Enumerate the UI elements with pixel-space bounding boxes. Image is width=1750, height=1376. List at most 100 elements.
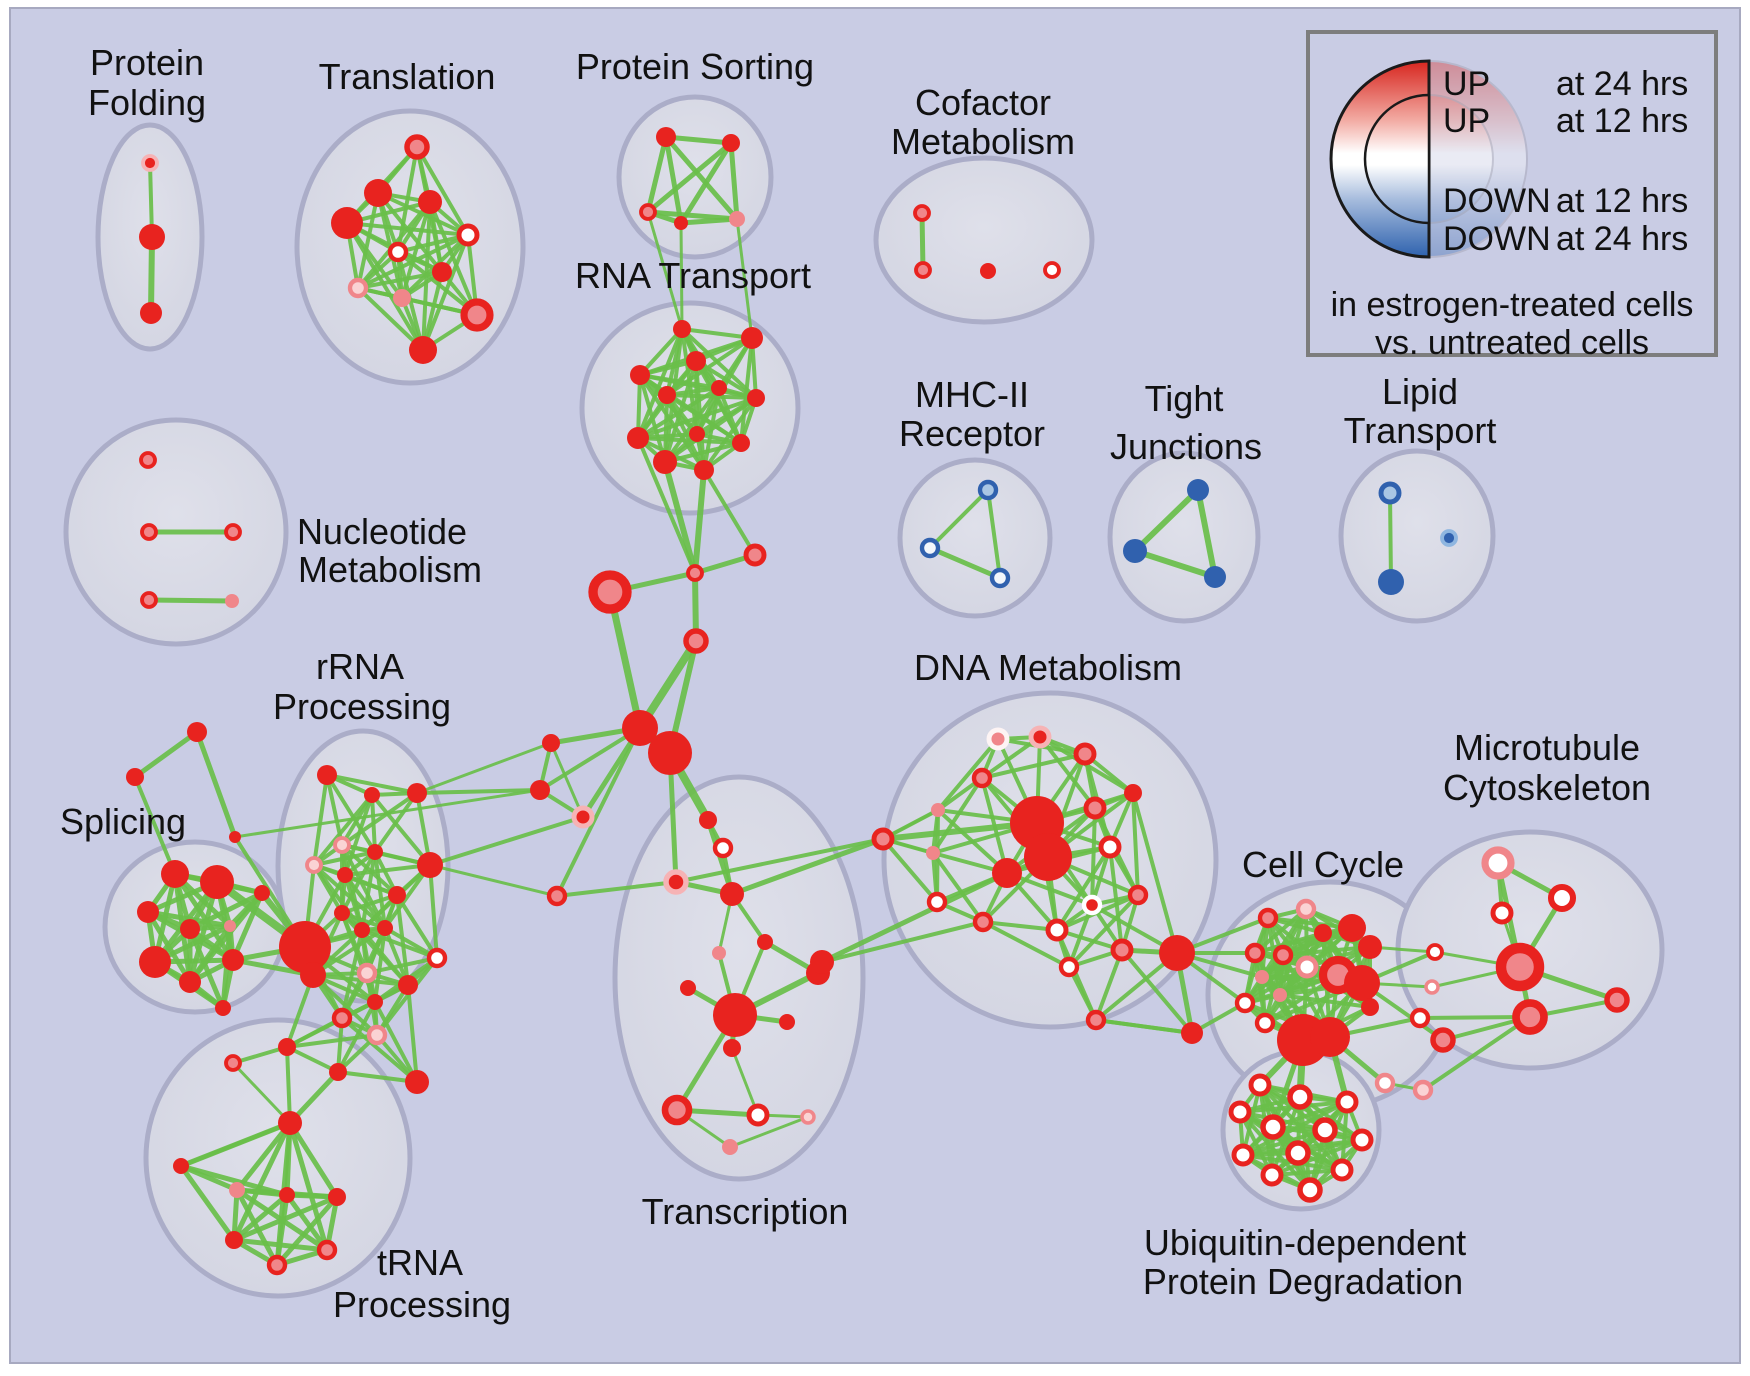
- network-node[interactable]: [1181, 1022, 1203, 1044]
- network-node[interactable]: [398, 975, 418, 995]
- network-node[interactable]: [367, 994, 383, 1010]
- network-node[interactable]: [1244, 942, 1266, 964]
- network-node[interactable]: [639, 203, 657, 221]
- network-node[interactable]: [305, 856, 323, 874]
- network-node[interactable]: [622, 710, 658, 746]
- network-node[interactable]: [187, 722, 207, 742]
- network-node[interactable]: [1260, 1163, 1284, 1187]
- network-node[interactable]: [1295, 898, 1317, 920]
- network-node[interactable]: [173, 1158, 189, 1174]
- network-node[interactable]: [989, 567, 1011, 589]
- network-node[interactable]: [126, 768, 144, 786]
- network-node[interactable]: [337, 867, 353, 883]
- network-node[interactable]: [1124, 784, 1142, 802]
- network-node[interactable]: [1083, 796, 1107, 820]
- network-node[interactable]: [377, 920, 393, 936]
- network-node[interactable]: [224, 920, 236, 932]
- network-node[interactable]: [418, 190, 442, 214]
- network-node[interactable]: [300, 962, 326, 988]
- network-node[interactable]: [137, 901, 159, 923]
- network-node[interactable]: [139, 451, 157, 469]
- network-node[interactable]: [1058, 956, 1080, 978]
- network-node[interactable]: [1358, 935, 1382, 959]
- network-node[interactable]: [409, 336, 437, 364]
- network-node[interactable]: [1547, 883, 1577, 913]
- network-node[interactable]: [356, 962, 378, 984]
- network-node[interactable]: [686, 564, 704, 582]
- network-node[interactable]: [279, 921, 331, 973]
- network-node[interactable]: [746, 1103, 770, 1127]
- network-node[interactable]: [741, 327, 763, 349]
- network-node[interactable]: [986, 727, 1010, 751]
- network-node[interactable]: [222, 949, 244, 971]
- network-node[interactable]: [417, 852, 443, 878]
- network-node[interactable]: [139, 224, 165, 250]
- network-node[interactable]: [1110, 938, 1134, 962]
- network-node[interactable]: [689, 426, 705, 442]
- network-node[interactable]: [1187, 479, 1209, 501]
- network-node[interactable]: [663, 869, 689, 895]
- network-node[interactable]: [224, 523, 242, 541]
- network-node[interactable]: [627, 427, 649, 449]
- network-node[interactable]: [1440, 529, 1458, 547]
- network-node[interactable]: [1490, 901, 1514, 925]
- network-node[interactable]: [387, 241, 409, 263]
- network-node[interactable]: [1028, 725, 1052, 749]
- network-node[interactable]: [546, 885, 568, 907]
- network-node[interactable]: [722, 134, 740, 152]
- network-node[interactable]: [1409, 1007, 1431, 1029]
- network-node[interactable]: [278, 1038, 296, 1056]
- network-node[interactable]: [140, 523, 158, 541]
- network-node[interactable]: [1234, 992, 1256, 1014]
- network-node[interactable]: [931, 803, 945, 817]
- network-node[interactable]: [161, 860, 189, 888]
- network-node[interactable]: [179, 971, 201, 993]
- network-node[interactable]: [661, 1094, 693, 1126]
- network-node[interactable]: [1123, 539, 1147, 563]
- network-node[interactable]: [1338, 914, 1366, 942]
- network-node[interactable]: [1073, 742, 1097, 766]
- network-node[interactable]: [1043, 261, 1061, 279]
- network-node[interactable]: [871, 827, 895, 851]
- network-node[interactable]: [530, 780, 550, 800]
- network-node[interactable]: [405, 1070, 429, 1094]
- network-node[interactable]: [1287, 1084, 1313, 1110]
- network-node[interactable]: [1350, 1128, 1374, 1152]
- network-node[interactable]: [542, 734, 560, 752]
- network-node[interactable]: [694, 460, 714, 480]
- network-node[interactable]: [571, 805, 595, 829]
- network-node[interactable]: [711, 380, 727, 396]
- network-node[interactable]: [1378, 569, 1404, 595]
- network-node[interactable]: [1045, 918, 1069, 942]
- network-node[interactable]: [456, 223, 480, 247]
- network-node[interactable]: [926, 846, 940, 860]
- network-node[interactable]: [1335, 1090, 1359, 1114]
- network-node[interactable]: [426, 947, 448, 969]
- network-node[interactable]: [1260, 1114, 1286, 1140]
- network-node[interactable]: [366, 1024, 388, 1046]
- network-node[interactable]: [914, 261, 932, 279]
- network-node[interactable]: [329, 1063, 347, 1081]
- network-node[interactable]: [1295, 955, 1319, 979]
- network-node[interactable]: [1254, 1012, 1276, 1034]
- network-node[interactable]: [407, 783, 427, 803]
- network-node[interactable]: [810, 950, 834, 974]
- network-node[interactable]: [1330, 1158, 1354, 1182]
- network-node[interactable]: [1495, 942, 1545, 992]
- network-node[interactable]: [1159, 935, 1195, 971]
- network-node[interactable]: [1085, 1009, 1107, 1031]
- network-node[interactable]: [712, 946, 726, 960]
- network-node[interactable]: [1314, 924, 1332, 942]
- network-node[interactable]: [680, 980, 696, 996]
- network-node[interactable]: [1361, 998, 1379, 1016]
- network-node[interactable]: [1285, 1140, 1311, 1166]
- network-node[interactable]: [699, 811, 717, 829]
- network-node[interactable]: [1430, 1027, 1456, 1053]
- network-node[interactable]: [1231, 1143, 1255, 1167]
- network-node[interactable]: [225, 1231, 243, 1249]
- network-node[interactable]: [683, 628, 709, 654]
- network-node[interactable]: [1312, 1117, 1338, 1143]
- network-node[interactable]: [1248, 1073, 1272, 1097]
- network-node[interactable]: [729, 211, 745, 227]
- network-node[interactable]: [1512, 999, 1548, 1035]
